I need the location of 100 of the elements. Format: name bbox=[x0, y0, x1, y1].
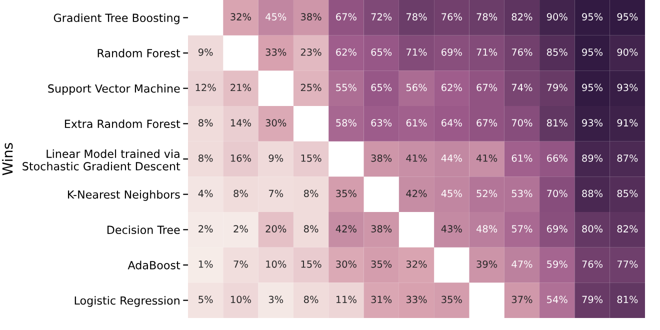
data-label: 63% bbox=[371, 119, 392, 126]
data-label: 8% bbox=[198, 119, 213, 126]
y-tick-label: Extra Random Forest bbox=[64, 119, 180, 128]
y-tick-label: Random Forest bbox=[98, 48, 180, 58]
data-label: 35% bbox=[442, 296, 462, 304]
data-label: 47% bbox=[512, 260, 532, 268]
y-tick-label: AdaBoost bbox=[128, 260, 180, 270]
data-label: 93% bbox=[617, 84, 638, 92]
data-label: 30% bbox=[336, 260, 356, 268]
data-label: 70% bbox=[512, 119, 532, 126]
data-label: 1% bbox=[198, 260, 213, 268]
data-label: 16% bbox=[230, 154, 251, 162]
data-label: 77% bbox=[617, 260, 638, 268]
y-tick-label: Decision Tree bbox=[107, 225, 180, 234]
data-label: 76% bbox=[442, 13, 462, 20]
data-label: 55% bbox=[336, 84, 356, 92]
data-label: 93% bbox=[582, 119, 603, 126]
data-label: 95% bbox=[582, 48, 603, 56]
data-label: 74% bbox=[512, 84, 532, 92]
data-label: 45% bbox=[266, 13, 286, 20]
data-label: 8% bbox=[234, 190, 248, 198]
data-label: 64% bbox=[442, 119, 462, 126]
data-label: 30% bbox=[266, 119, 286, 126]
data-label: 32% bbox=[406, 260, 427, 268]
data-label: 61% bbox=[406, 119, 427, 126]
data-label: 65% bbox=[371, 84, 392, 92]
data-label: 59% bbox=[547, 260, 568, 268]
data-label: 38% bbox=[371, 154, 392, 162]
data-label: 95% bbox=[617, 13, 638, 20]
data-label: 31% bbox=[371, 296, 392, 304]
y-axis-title: Wins bbox=[2, 143, 13, 176]
data-label: 8% bbox=[304, 190, 318, 198]
data-label: 91% bbox=[617, 119, 638, 126]
data-label: 10% bbox=[266, 260, 286, 268]
data-label: 42% bbox=[406, 190, 427, 198]
data-label: 72% bbox=[371, 13, 392, 20]
data-label: 69% bbox=[442, 48, 462, 56]
data-label: 7% bbox=[234, 260, 248, 268]
data-label: 20% bbox=[266, 225, 286, 232]
data-label: 61% bbox=[512, 154, 532, 162]
data-label: 90% bbox=[617, 48, 638, 56]
data-label: 78% bbox=[476, 13, 498, 20]
data-label: 81% bbox=[546, 119, 568, 126]
data-label: 15% bbox=[301, 260, 322, 268]
data-label: 62% bbox=[336, 48, 356, 56]
data-label: 25% bbox=[300, 84, 322, 92]
data-label: 76% bbox=[512, 48, 532, 56]
data-label: 82% bbox=[617, 225, 638, 232]
data-label: 2% bbox=[234, 225, 248, 232]
data-label: 37% bbox=[512, 296, 532, 304]
data-label: 21% bbox=[230, 84, 251, 92]
data-label: 66% bbox=[546, 154, 568, 162]
data-label: 90% bbox=[546, 13, 568, 20]
data-label: 32% bbox=[230, 13, 251, 20]
data-label: 41% bbox=[476, 154, 498, 162]
data-label: 3% bbox=[268, 296, 284, 304]
data-label: 85% bbox=[546, 48, 568, 56]
data-label: 95% bbox=[582, 84, 603, 92]
data-label: 52% bbox=[476, 190, 498, 198]
data-label: 81% bbox=[617, 296, 638, 304]
data-label: 54% bbox=[547, 296, 568, 304]
data-label: 23% bbox=[300, 48, 322, 56]
data-label: 85% bbox=[617, 190, 638, 198]
data-label: 38% bbox=[371, 225, 392, 232]
data-label: 71% bbox=[476, 48, 498, 56]
data-label: 35% bbox=[336, 190, 356, 198]
data-label: 2% bbox=[198, 225, 213, 232]
data-label: 78% bbox=[406, 13, 427, 20]
y-tick-label: Linear Model trained via Stochastic Gradient Descent bbox=[22, 149, 180, 170]
data-label: 95% bbox=[582, 13, 603, 20]
data-label: 4% bbox=[198, 190, 213, 198]
data-label: 15% bbox=[301, 154, 322, 162]
data-label: 14% bbox=[230, 119, 251, 126]
data-label: 44% bbox=[441, 154, 462, 162]
data-label: 41% bbox=[406, 154, 427, 162]
data-label: 71% bbox=[406, 48, 427, 56]
data-label: 67% bbox=[336, 13, 356, 20]
data-label: 53% bbox=[512, 190, 532, 198]
y-tick-label: Logistic Regression bbox=[74, 296, 180, 307]
data-label: 33% bbox=[266, 48, 286, 56]
data-label: 42% bbox=[336, 225, 356, 232]
data-label: 8% bbox=[198, 154, 213, 162]
data-label: 8% bbox=[304, 296, 318, 304]
y-tick-label: K-Nearest Neighbors bbox=[68, 190, 180, 201]
data-label: 35% bbox=[371, 260, 392, 268]
data-label: 79% bbox=[582, 296, 603, 304]
data-label: 70% bbox=[547, 190, 568, 198]
y-tick-label: Gradient Tree Boosting bbox=[54, 13, 180, 24]
y-tick-label: Support Vector Machine bbox=[48, 84, 180, 95]
data-label: 10% bbox=[230, 296, 251, 304]
data-label: 9% bbox=[268, 154, 284, 162]
data-label: 69% bbox=[546, 225, 568, 232]
data-label: 38% bbox=[300, 13, 322, 20]
data-label: 12% bbox=[196, 84, 216, 92]
data-label: 45% bbox=[441, 190, 462, 198]
data-label: 67% bbox=[476, 84, 498, 92]
data-label: 76% bbox=[582, 260, 603, 268]
data-label: 7% bbox=[268, 190, 284, 198]
data-label: 88% bbox=[582, 190, 603, 198]
data-label: 79% bbox=[547, 84, 568, 92]
